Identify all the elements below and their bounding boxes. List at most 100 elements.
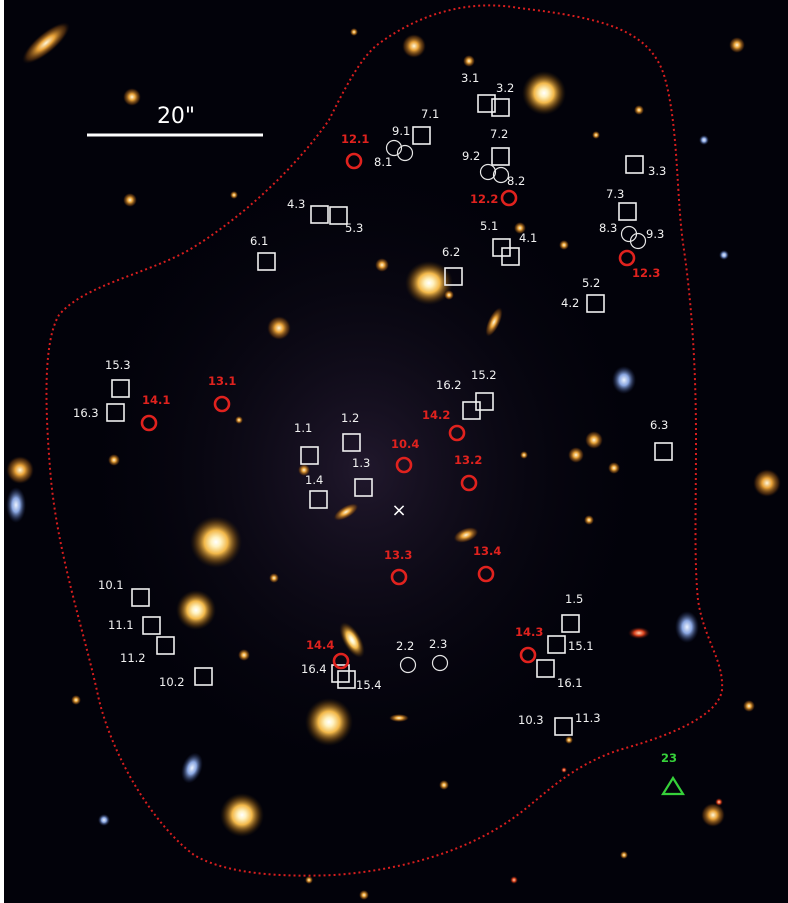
image-label: 12.3 xyxy=(632,266,660,280)
square-marker xyxy=(329,206,348,225)
square-marker xyxy=(444,267,463,286)
square-marker xyxy=(257,252,276,271)
white-circle-markers xyxy=(385,139,647,674)
red-circle-marker xyxy=(332,652,350,670)
image-label: 15.2 xyxy=(471,368,497,382)
image-label: 6.2 xyxy=(442,245,460,259)
image-label: 5.3 xyxy=(345,221,363,235)
square-marker xyxy=(536,659,555,678)
square-marker xyxy=(111,379,130,398)
square-marker xyxy=(654,442,673,461)
image-label: 14.3 xyxy=(515,625,543,639)
image-label: 8.3 xyxy=(599,221,617,235)
white-circle-marker xyxy=(492,166,510,184)
image-label: 9.2 xyxy=(462,149,480,163)
image-label: 2.2 xyxy=(396,639,414,653)
critical-curve-outline xyxy=(45,4,724,877)
white-circle-marker xyxy=(479,163,497,181)
square-marker xyxy=(501,247,520,266)
image-label: 15.1 xyxy=(568,639,594,653)
image-label: 13.4 xyxy=(473,544,501,558)
image-label: 16.3 xyxy=(73,406,99,420)
image-label: 7.3 xyxy=(606,187,624,201)
image-label: 4.2 xyxy=(561,296,579,310)
image-label: 11.1 xyxy=(108,618,134,632)
image-label: 7.2 xyxy=(490,127,508,141)
image-label: 11.2 xyxy=(120,651,146,665)
image-label: 5.2 xyxy=(582,276,600,290)
square-marker xyxy=(309,490,328,509)
white-labels: 3.1 3.2 7.1 9.1 8.1 7.2 9.2 8.2 3.3 7.3 … xyxy=(73,71,668,727)
image-label: 1.1 xyxy=(294,421,312,435)
image-label: 9.3 xyxy=(646,227,664,241)
image-label: 1.2 xyxy=(341,411,359,425)
square-marker xyxy=(194,667,213,686)
image-label: 23 xyxy=(661,751,677,765)
image-label: 11.3 xyxy=(575,711,601,725)
cluster-diffuse-light xyxy=(64,140,664,800)
square-marker xyxy=(337,670,356,689)
red-circle-marker xyxy=(448,424,466,442)
image-label: 7.1 xyxy=(421,107,439,121)
square-marker xyxy=(412,126,431,145)
square-marker xyxy=(477,94,496,113)
image-label: 10.3 xyxy=(518,713,544,727)
image-label: 14.2 xyxy=(422,408,450,422)
image-label: 1.5 xyxy=(565,592,583,606)
square-marker xyxy=(142,616,161,635)
square-marker xyxy=(491,147,510,166)
image-label: 15.3 xyxy=(105,358,131,372)
red-circle-marker xyxy=(395,456,413,474)
square-markers xyxy=(106,94,673,736)
square-marker xyxy=(156,636,175,655)
image-label: 9.1 xyxy=(392,124,410,138)
square-marker xyxy=(331,664,350,683)
scale-bar: 20" xyxy=(87,104,263,137)
red-circle-marker xyxy=(213,395,231,413)
square-marker xyxy=(106,403,125,422)
image-label: 10.4 xyxy=(391,437,419,451)
square-marker xyxy=(561,614,580,633)
red-circle-markers xyxy=(140,152,636,670)
image-label: 2.3 xyxy=(429,637,447,651)
red-circle-marker xyxy=(460,474,478,492)
image-label: 16.4 xyxy=(301,662,327,676)
white-circle-marker xyxy=(396,144,414,162)
image-label: 14.4 xyxy=(306,638,334,652)
image-label: 5.1 xyxy=(480,219,498,233)
red-circle-marker xyxy=(140,414,158,432)
hubble-cluster-field: 20" × xyxy=(4,0,788,903)
image-label: 14.1 xyxy=(142,393,170,407)
image-label: 16.1 xyxy=(557,676,583,690)
image-label: 8.2 xyxy=(507,174,525,188)
red-circle-marker xyxy=(519,646,537,664)
square-marker xyxy=(354,478,373,497)
square-marker xyxy=(554,717,573,736)
image-label: 6.3 xyxy=(650,418,668,432)
square-marker xyxy=(586,294,605,313)
white-circle-marker xyxy=(385,139,403,157)
square-marker xyxy=(625,155,644,174)
image-label: 3.1 xyxy=(461,71,479,85)
square-marker xyxy=(618,202,637,221)
square-marker xyxy=(491,98,510,117)
red-circle-marker xyxy=(500,189,518,207)
square-marker xyxy=(475,392,494,411)
image-label: 16.2 xyxy=(436,378,462,392)
red-circle-marker xyxy=(390,568,408,586)
red-circle-marker xyxy=(345,152,363,170)
green-triangle-marker xyxy=(661,775,685,796)
image-label: 3.2 xyxy=(496,81,514,95)
image-label: 13.1 xyxy=(208,374,236,388)
white-circle-marker xyxy=(431,654,449,672)
cluster-center-marker: × xyxy=(391,500,406,521)
white-circle-marker xyxy=(399,656,417,674)
square-marker xyxy=(310,205,329,224)
image-label: 3.3 xyxy=(648,164,666,178)
image-label: 1.3 xyxy=(352,456,370,470)
image-label: 10.1 xyxy=(98,578,124,592)
red-labels: 12.1 12.2 12.3 13.1 14.1 14.2 10.4 13.2 … xyxy=(142,132,660,652)
red-circle-marker xyxy=(477,565,495,583)
image-label: 12.2 xyxy=(470,192,498,206)
